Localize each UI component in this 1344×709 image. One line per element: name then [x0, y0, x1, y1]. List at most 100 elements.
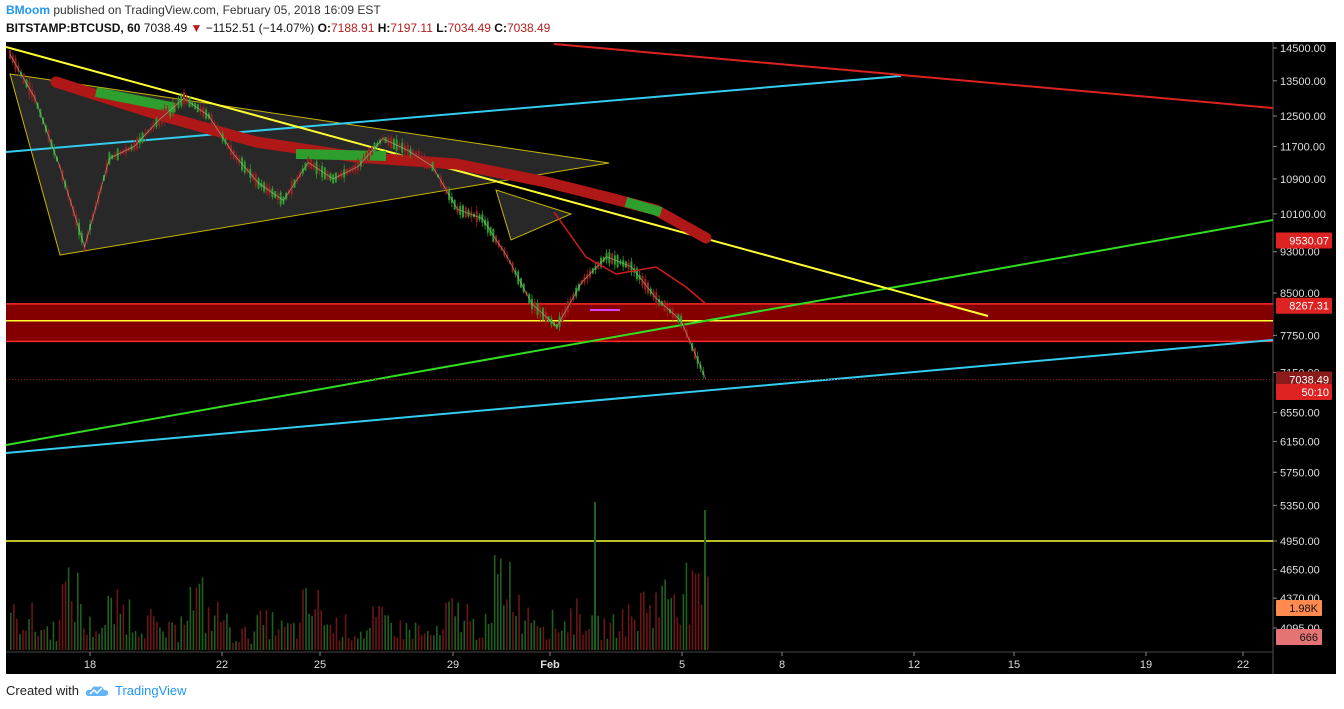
volume-bar	[113, 624, 116, 650]
x-tick-label: 5	[679, 659, 685, 671]
volume-bar	[101, 627, 103, 650]
tradingview-link[interactable]: TradingView	[114, 683, 187, 698]
volume-bar	[618, 631, 621, 650]
volume-bar	[646, 612, 648, 650]
open-value: 7188.91	[330, 21, 375, 35]
volume-bar	[16, 618, 18, 650]
volume-bar	[694, 573, 697, 650]
volume-bar	[521, 633, 523, 650]
volume-bar	[667, 599, 669, 650]
volume-bar	[676, 617, 679, 650]
volume-bar	[685, 562, 688, 650]
volume-spike-2	[704, 510, 706, 650]
volume-bar	[563, 621, 566, 650]
low-value: 7034.49	[447, 21, 491, 35]
volume-bar	[706, 576, 709, 650]
price-axis-background	[1273, 42, 1336, 674]
volume-bar	[283, 626, 286, 650]
volume-bar	[411, 638, 414, 650]
volume-bar	[591, 615, 593, 650]
volume-bar	[192, 610, 195, 650]
volume-bar	[253, 631, 256, 650]
volume-bar	[89, 616, 91, 650]
volume-bar	[408, 629, 411, 650]
volume-bar	[597, 615, 599, 650]
ohlc-legend: BITSTAMP:BTCUSD, 60 7038.49 ▼ −1152.51 (…	[6, 21, 550, 35]
volume-bar	[116, 589, 119, 650]
volume-bar	[235, 641, 237, 650]
volume-bar	[186, 620, 189, 650]
volume-bar	[13, 604, 15, 650]
volume-bar	[636, 630, 639, 650]
volume-bar	[223, 620, 225, 650]
volume-bar	[271, 612, 274, 650]
volume-bar	[533, 620, 536, 650]
volume-bar	[624, 636, 627, 650]
volume-bar	[183, 624, 186, 650]
volume-bar	[320, 610, 323, 650]
volume-bar	[247, 638, 249, 650]
volume-bar	[640, 592, 642, 650]
volume-bar	[46, 626, 49, 650]
volume-bar	[168, 621, 170, 650]
volume-bar	[134, 630, 137, 650]
close-value: 7038.49	[506, 21, 551, 35]
volume-bar	[296, 638, 298, 650]
volume-bar	[442, 629, 444, 650]
chart-svg[interactable]: 14500.00 13500.00 12500.00 11700.00 10900.00…	[5, 42, 1336, 674]
ma-ribbon-green-2	[295, 149, 387, 161]
volume-bar	[119, 613, 122, 650]
volume-bar	[570, 608, 572, 650]
volume-bar	[655, 592, 657, 650]
y-tick-label: 6550.00	[1280, 408, 1320, 420]
volume-bar	[414, 622, 417, 650]
x-tick-label: 22	[1237, 659, 1249, 671]
y-tick-label: 10900.00	[1280, 174, 1326, 186]
volume-bar	[274, 635, 277, 650]
cyan-trendline-upper	[5, 75, 902, 153]
y-tick-label: 13500.00	[1280, 76, 1326, 88]
author-name[interactable]: BMoom	[6, 3, 50, 17]
price-label-text: 7038.49	[1289, 375, 1329, 387]
volume-bar	[503, 605, 505, 650]
volume-bar	[241, 628, 243, 650]
volume-bar	[262, 625, 265, 650]
price-label-box	[1276, 297, 1332, 314]
chart-area[interactable]: 14500.00 13500.00 12500.00 11700.00 10900.00…	[5, 42, 1336, 674]
x-tick-label: 25	[314, 659, 326, 671]
volume-bar	[603, 618, 606, 650]
volume-bar	[472, 618, 475, 650]
volume-bar	[548, 638, 551, 650]
volume-bar	[107, 595, 109, 650]
y-tick-label: 8500.00	[1280, 288, 1320, 300]
short-ma-line	[553, 211, 707, 305]
volume-bar	[277, 629, 280, 650]
volume-bar	[140, 633, 143, 650]
volume-bar	[527, 607, 529, 650]
volume-bar	[335, 617, 338, 650]
volume-bar	[697, 573, 700, 650]
volume-bar	[98, 633, 100, 650]
red-trendline	[553, 43, 1274, 109]
volume-bar	[445, 602, 447, 650]
volume-bar	[366, 630, 368, 650]
volume-bar	[290, 624, 292, 650]
volume-bar	[302, 589, 304, 650]
volume-bar	[256, 615, 259, 650]
volume-bar	[451, 597, 453, 650]
volume-bar	[576, 598, 578, 650]
volume-bar	[490, 622, 493, 650]
volume-bar	[652, 628, 654, 650]
triangle-pattern-small	[495, 189, 573, 241]
x-tick-label: 15	[1008, 659, 1020, 671]
volume-bar	[512, 612, 514, 650]
volume-bar	[612, 614, 615, 650]
volume-bar	[682, 593, 685, 650]
volume-bar	[143, 638, 146, 650]
volume-bar	[76, 572, 79, 650]
volume-bar	[299, 622, 301, 650]
volume-bar	[110, 597, 113, 650]
volume-bar	[530, 622, 533, 650]
volume-bar	[664, 579, 666, 650]
volume-bar	[350, 640, 353, 650]
